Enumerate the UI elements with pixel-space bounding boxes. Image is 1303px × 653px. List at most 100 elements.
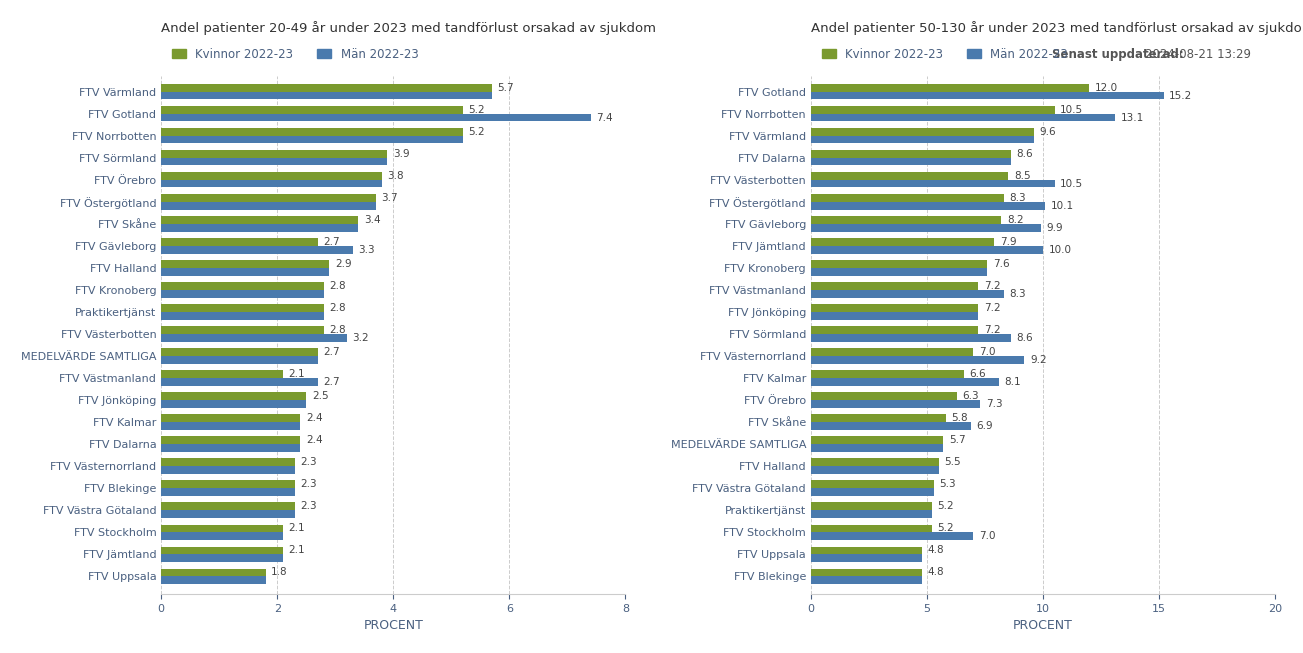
Bar xyxy=(810,378,999,386)
Bar xyxy=(162,524,283,532)
Bar xyxy=(810,422,971,430)
Bar xyxy=(810,282,979,290)
Bar xyxy=(810,158,1011,165)
Text: 10.5: 10.5 xyxy=(1061,179,1083,189)
Bar xyxy=(162,268,330,276)
Bar xyxy=(162,510,294,518)
Text: 9.9: 9.9 xyxy=(1046,223,1063,232)
Text: 8.3: 8.3 xyxy=(1009,193,1025,203)
Text: 2.4: 2.4 xyxy=(306,436,323,445)
Text: 10.0: 10.0 xyxy=(1049,245,1071,255)
Bar xyxy=(810,312,979,320)
Bar xyxy=(162,150,387,158)
Bar xyxy=(162,114,590,121)
Text: 2.5: 2.5 xyxy=(311,391,328,401)
Bar xyxy=(162,466,294,474)
Bar xyxy=(810,466,938,474)
Bar xyxy=(810,246,1042,253)
Bar xyxy=(810,481,934,488)
Text: 5.2: 5.2 xyxy=(469,127,485,137)
Text: 8.1: 8.1 xyxy=(1005,377,1022,387)
Text: 2.8: 2.8 xyxy=(330,303,345,313)
Bar xyxy=(162,224,358,232)
Bar xyxy=(810,502,932,510)
Text: 2.7: 2.7 xyxy=(323,347,340,357)
Bar xyxy=(810,554,923,562)
Bar xyxy=(810,128,1033,136)
Text: 7.6: 7.6 xyxy=(993,259,1010,269)
Bar xyxy=(810,180,1054,187)
Bar xyxy=(162,312,323,320)
Text: 3.3: 3.3 xyxy=(358,245,375,255)
Text: 6.3: 6.3 xyxy=(963,391,980,401)
Bar xyxy=(162,356,318,364)
Bar xyxy=(162,436,301,444)
Text: 10.5: 10.5 xyxy=(1061,105,1083,115)
Text: 15.2: 15.2 xyxy=(1169,91,1192,101)
Text: 3.4: 3.4 xyxy=(364,215,380,225)
Text: 10.1: 10.1 xyxy=(1052,200,1074,211)
Text: 6.6: 6.6 xyxy=(969,369,986,379)
X-axis label: PROCENT: PROCENT xyxy=(364,619,423,632)
Bar xyxy=(162,444,301,452)
Text: 4.8: 4.8 xyxy=(928,545,945,556)
Bar xyxy=(162,569,266,576)
Bar xyxy=(162,326,323,334)
Bar xyxy=(162,458,294,466)
Text: 2.7: 2.7 xyxy=(323,237,340,247)
Bar xyxy=(810,268,988,276)
Bar xyxy=(810,569,923,576)
Text: 2.9: 2.9 xyxy=(335,259,352,269)
Text: 8.2: 8.2 xyxy=(1007,215,1023,225)
Text: 2.8: 2.8 xyxy=(330,325,345,335)
Bar xyxy=(162,194,375,202)
Bar xyxy=(810,216,1001,224)
Bar xyxy=(810,524,932,532)
Bar xyxy=(810,304,979,312)
Bar xyxy=(810,400,980,407)
Bar xyxy=(162,502,294,510)
Bar xyxy=(810,510,932,518)
Text: 5.7: 5.7 xyxy=(949,436,966,445)
Text: 1.8: 1.8 xyxy=(271,567,288,577)
Bar xyxy=(162,554,283,562)
Text: Senast uppdaterad:: Senast uppdaterad: xyxy=(1053,48,1184,61)
Text: 8.6: 8.6 xyxy=(1016,149,1033,159)
Bar xyxy=(810,172,1009,180)
Text: 9.2: 9.2 xyxy=(1031,355,1046,365)
Bar xyxy=(162,488,294,496)
Bar xyxy=(810,334,1011,342)
Text: 2.8: 2.8 xyxy=(330,281,345,291)
Bar xyxy=(162,172,382,180)
Bar xyxy=(162,378,318,386)
Text: 3.9: 3.9 xyxy=(394,149,409,159)
Text: Andel patienter 20-49 år under 2023 med tandförlust orsakad av sjukdom: Andel patienter 20-49 år under 2023 med … xyxy=(162,21,657,35)
Text: 7.4: 7.4 xyxy=(595,112,612,123)
Bar xyxy=(810,392,958,400)
Text: 9.6: 9.6 xyxy=(1040,127,1055,137)
Bar xyxy=(810,150,1011,158)
Bar xyxy=(162,238,318,246)
Legend: Kvinnor 2022-23, Män 2022-23: Kvinnor 2022-23, Män 2022-23 xyxy=(167,43,423,66)
Text: 3.2: 3.2 xyxy=(352,333,369,343)
Text: 2.1: 2.1 xyxy=(288,523,305,534)
Bar xyxy=(162,370,283,378)
Text: 7.2: 7.2 xyxy=(984,303,1001,313)
X-axis label: PROCENT: PROCENT xyxy=(1014,619,1072,632)
Text: 7.0: 7.0 xyxy=(979,531,995,541)
Bar xyxy=(810,370,964,378)
Bar xyxy=(162,415,301,422)
Text: 5.7: 5.7 xyxy=(498,83,515,93)
Text: 5.2: 5.2 xyxy=(469,105,485,115)
Bar xyxy=(810,238,994,246)
Bar xyxy=(810,326,979,334)
Text: 2.7: 2.7 xyxy=(323,377,340,387)
Text: 2.1: 2.1 xyxy=(288,545,305,556)
Text: 5.2: 5.2 xyxy=(937,523,954,534)
Text: 4.8: 4.8 xyxy=(928,567,945,577)
Text: 5.3: 5.3 xyxy=(939,479,956,489)
Bar xyxy=(810,532,973,540)
Bar xyxy=(162,246,353,253)
Text: 5.8: 5.8 xyxy=(951,413,968,423)
Bar xyxy=(162,282,323,290)
